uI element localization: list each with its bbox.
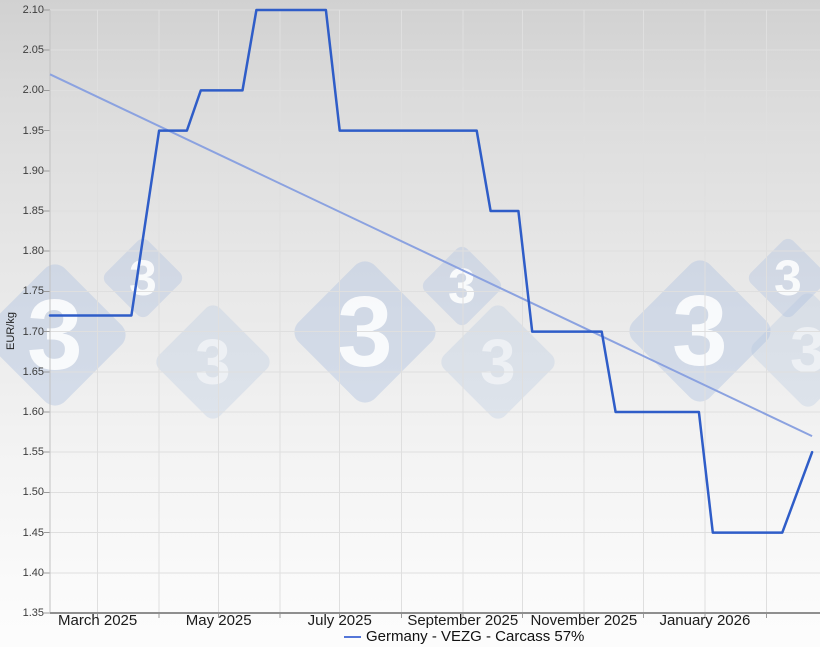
x-tick-label: July 2025: [307, 612, 372, 629]
y-tick-label: 1.60: [22, 406, 44, 418]
series-line-germany-vezg[interactable]: [48, 8, 814, 534]
y-axis-title: EUR/kg: [5, 312, 17, 350]
y-tick-label: 1.40: [22, 566, 44, 579]
y-tick-label: 2.00: [22, 84, 44, 97]
legend-line-swatch-icon: [344, 635, 361, 638]
y-tick-label: 2.10: [22, 4, 44, 16]
x-tick-label: January 2026: [659, 612, 751, 629]
y-tick-label: 1.90: [22, 164, 44, 177]
y-tick-label: 1.75: [22, 285, 44, 298]
y-tick-label: 1.85: [22, 205, 44, 217]
y-tick-label: 1.35: [22, 607, 44, 619]
legend-item[interactable]: Germany - VEZG - Carcass 57%: [344, 628, 584, 645]
y-tick-label: 1.95: [22, 124, 44, 137]
x-tick-label: May 2025: [185, 612, 252, 629]
axis-lines: [44, 9, 820, 618]
y-tick-label: 1.55: [22, 446, 44, 459]
y-tick-label: 1.70: [22, 325, 44, 338]
y-tick-label: 1.80: [22, 245, 44, 258]
y-tick-label: 2.05: [22, 44, 44, 57]
x-tick-label: March 2025: [58, 612, 138, 629]
x-tick-label: September 2025: [407, 612, 519, 629]
y-tick-label: 1.45: [22, 526, 44, 539]
legend-label: Germany - VEZG - Carcass 57%: [366, 628, 585, 645]
y-tick-label: 1.65: [22, 365, 44, 378]
trend-line: [49, 73, 813, 438]
x-tick-label: November 2025: [530, 612, 638, 629]
grid-lines: [50, 9, 820, 613]
y-tick-label: 1.50: [22, 486, 44, 499]
